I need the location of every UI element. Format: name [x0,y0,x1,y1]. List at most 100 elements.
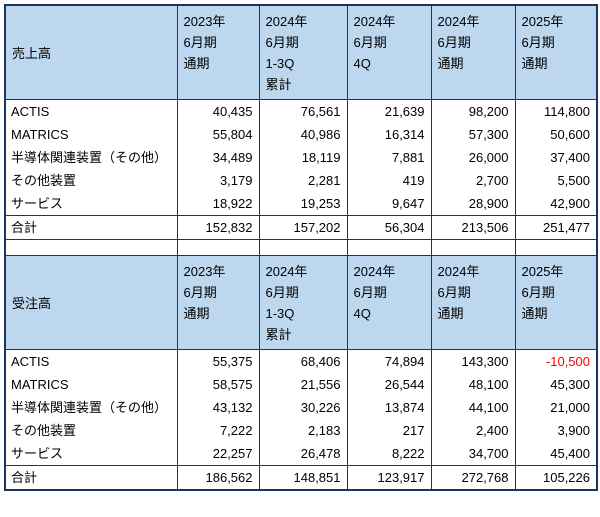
value-cell: 45,300 [514,373,598,396]
value-cell: 2,400 [430,419,516,442]
value-cell: 19,253 [258,192,348,216]
value-cell: 76,561 [258,99,348,123]
value-cell: 26,478 [258,442,348,466]
value-cell: 2,700 [430,169,516,192]
value-cell: 22,257 [176,442,260,466]
spacer-row [4,239,598,256]
orders-row-other-equipment: その他装置 7,222 2,183 217 2,400 3,900 [4,419,598,442]
orders-column-header-fy2024-full: 2024年 6月期 通期 [430,255,516,350]
sales-header-row: 売上高 2023年 6月期 通期 2024年 6月期 1-3Q 累計 2024年… [4,4,598,100]
value-cell: 2,183 [258,419,348,442]
value-cell: 9,647 [346,192,432,216]
value-cell: 55,804 [176,123,260,146]
value-cell: 217 [346,419,432,442]
orders-table-title: 受注高 [4,255,178,350]
row-label: ACTIS [4,99,178,123]
total-value-cell: 56,304 [346,215,432,240]
spacer-cell [258,239,348,256]
value-cell: 30,226 [258,396,348,419]
row-label: 半導体関連装置（その他） [4,146,178,169]
value-cell: 45,400 [514,442,598,466]
value-cell: -10,500 [514,349,598,373]
value-cell: 50,600 [514,123,598,146]
sales-row-service: サービス 18,922 19,253 9,647 28,900 42,900 [4,192,598,216]
value-cell: 58,575 [176,373,260,396]
row-label: サービス [4,442,178,466]
value-cell: 74,894 [346,349,432,373]
spacer-cell [346,239,432,256]
sales-total-row: 合計 152,832 157,202 56,304 213,506 251,47… [4,215,598,240]
value-cell: 7,881 [346,146,432,169]
total-value-cell: 157,202 [258,215,348,240]
spacer-cell [176,239,260,256]
row-label: MATRICS [4,123,178,146]
value-cell: 68,406 [258,349,348,373]
value-cell: 34,700 [430,442,516,466]
sales-column-header-fy2023-full: 2023年 6月期 通期 [176,4,260,100]
row-label: サービス [4,192,178,216]
value-cell: 26,000 [430,146,516,169]
value-cell: 13,874 [346,396,432,419]
total-value-cell: 186,562 [176,465,260,490]
value-cell: 18,119 [258,146,348,169]
sales-row-other-equipment: その他装置 3,179 2,281 419 2,700 5,500 [4,169,598,192]
value-cell: 43,132 [176,396,260,419]
sales-column-header-fy2024-1-3q: 2024年 6月期 1-3Q 累計 [258,4,348,100]
value-cell: 16,314 [346,123,432,146]
value-cell: 3,900 [514,419,598,442]
value-cell: 42,900 [514,192,598,216]
row-label: その他装置 [4,169,178,192]
value-cell: 21,639 [346,99,432,123]
value-cell: 44,100 [430,396,516,419]
total-value-cell: 213,506 [430,215,516,240]
orders-row-semiconductor-other: 半導体関連装置（その他） 43,132 30,226 13,874 44,100… [4,396,598,419]
orders-column-header-fy2025-full: 2025年 6月期 通期 [514,255,598,350]
sales-table-title: 売上高 [4,4,178,100]
total-value-cell: 152,832 [176,215,260,240]
value-cell: 143,300 [430,349,516,373]
financial-results-table: 売上高 2023年 6月期 通期 2024年 6月期 1-3Q 累計 2024年… [4,4,598,491]
sales-row-actis: ACTIS 40,435 76,561 21,639 98,200 114,80… [4,99,598,123]
value-cell: 98,200 [430,99,516,123]
spacer-cell [430,239,516,256]
value-cell: 419 [346,169,432,192]
value-cell: 28,900 [430,192,516,216]
value-cell: 21,556 [258,373,348,396]
row-label: 半導体関連装置（その他） [4,396,178,419]
value-cell: 48,100 [430,373,516,396]
value-cell: 37,400 [514,146,598,169]
total-row-label: 合計 [4,215,178,240]
value-cell: 26,544 [346,373,432,396]
sales-column-header-fy2024-4q: 2024年 6月期 4Q [346,4,432,100]
value-cell: 114,800 [514,99,598,123]
row-label: MATRICS [4,373,178,396]
orders-column-header-fy2024-1-3q: 2024年 6月期 1-3Q 累計 [258,255,348,350]
value-cell: 3,179 [176,169,260,192]
total-value-cell: 123,917 [346,465,432,490]
total-value-cell: 148,851 [258,465,348,490]
value-cell: 34,489 [176,146,260,169]
value-cell: 18,922 [176,192,260,216]
total-value-cell: 251,477 [514,215,598,240]
orders-row-actis: ACTIS 55,375 68,406 74,894 143,300 -10,5… [4,349,598,373]
sales-column-header-fy2024-full: 2024年 6月期 通期 [430,4,516,100]
value-cell: 8,222 [346,442,432,466]
total-value-cell: 272,768 [430,465,516,490]
spacer-cell [514,239,598,256]
orders-header-row: 受注高 2023年 6月期 通期 2024年 6月期 1-3Q 累計 2024年… [4,255,598,350]
spacer-cell [4,239,178,256]
sales-column-header-fy2025-full: 2025年 6月期 通期 [514,4,598,100]
total-value-cell: 105,226 [514,465,598,490]
value-cell: 5,500 [514,169,598,192]
sales-row-matrics: MATRICS 55,804 40,986 16,314 57,300 50,6… [4,123,598,146]
value-cell: 2,281 [258,169,348,192]
orders-row-service: サービス 22,257 26,478 8,222 34,700 45,400 [4,442,598,466]
row-label: ACTIS [4,349,178,373]
orders-column-header-fy2023-full: 2023年 6月期 通期 [176,255,260,350]
row-label: その他装置 [4,419,178,442]
value-cell: 40,435 [176,99,260,123]
sales-row-semiconductor-other: 半導体関連装置（その他） 34,489 18,119 7,881 26,000 … [4,146,598,169]
orders-column-header-fy2024-4q: 2024年 6月期 4Q [346,255,432,350]
total-row-label: 合計 [4,465,178,490]
value-cell: 7,222 [176,419,260,442]
